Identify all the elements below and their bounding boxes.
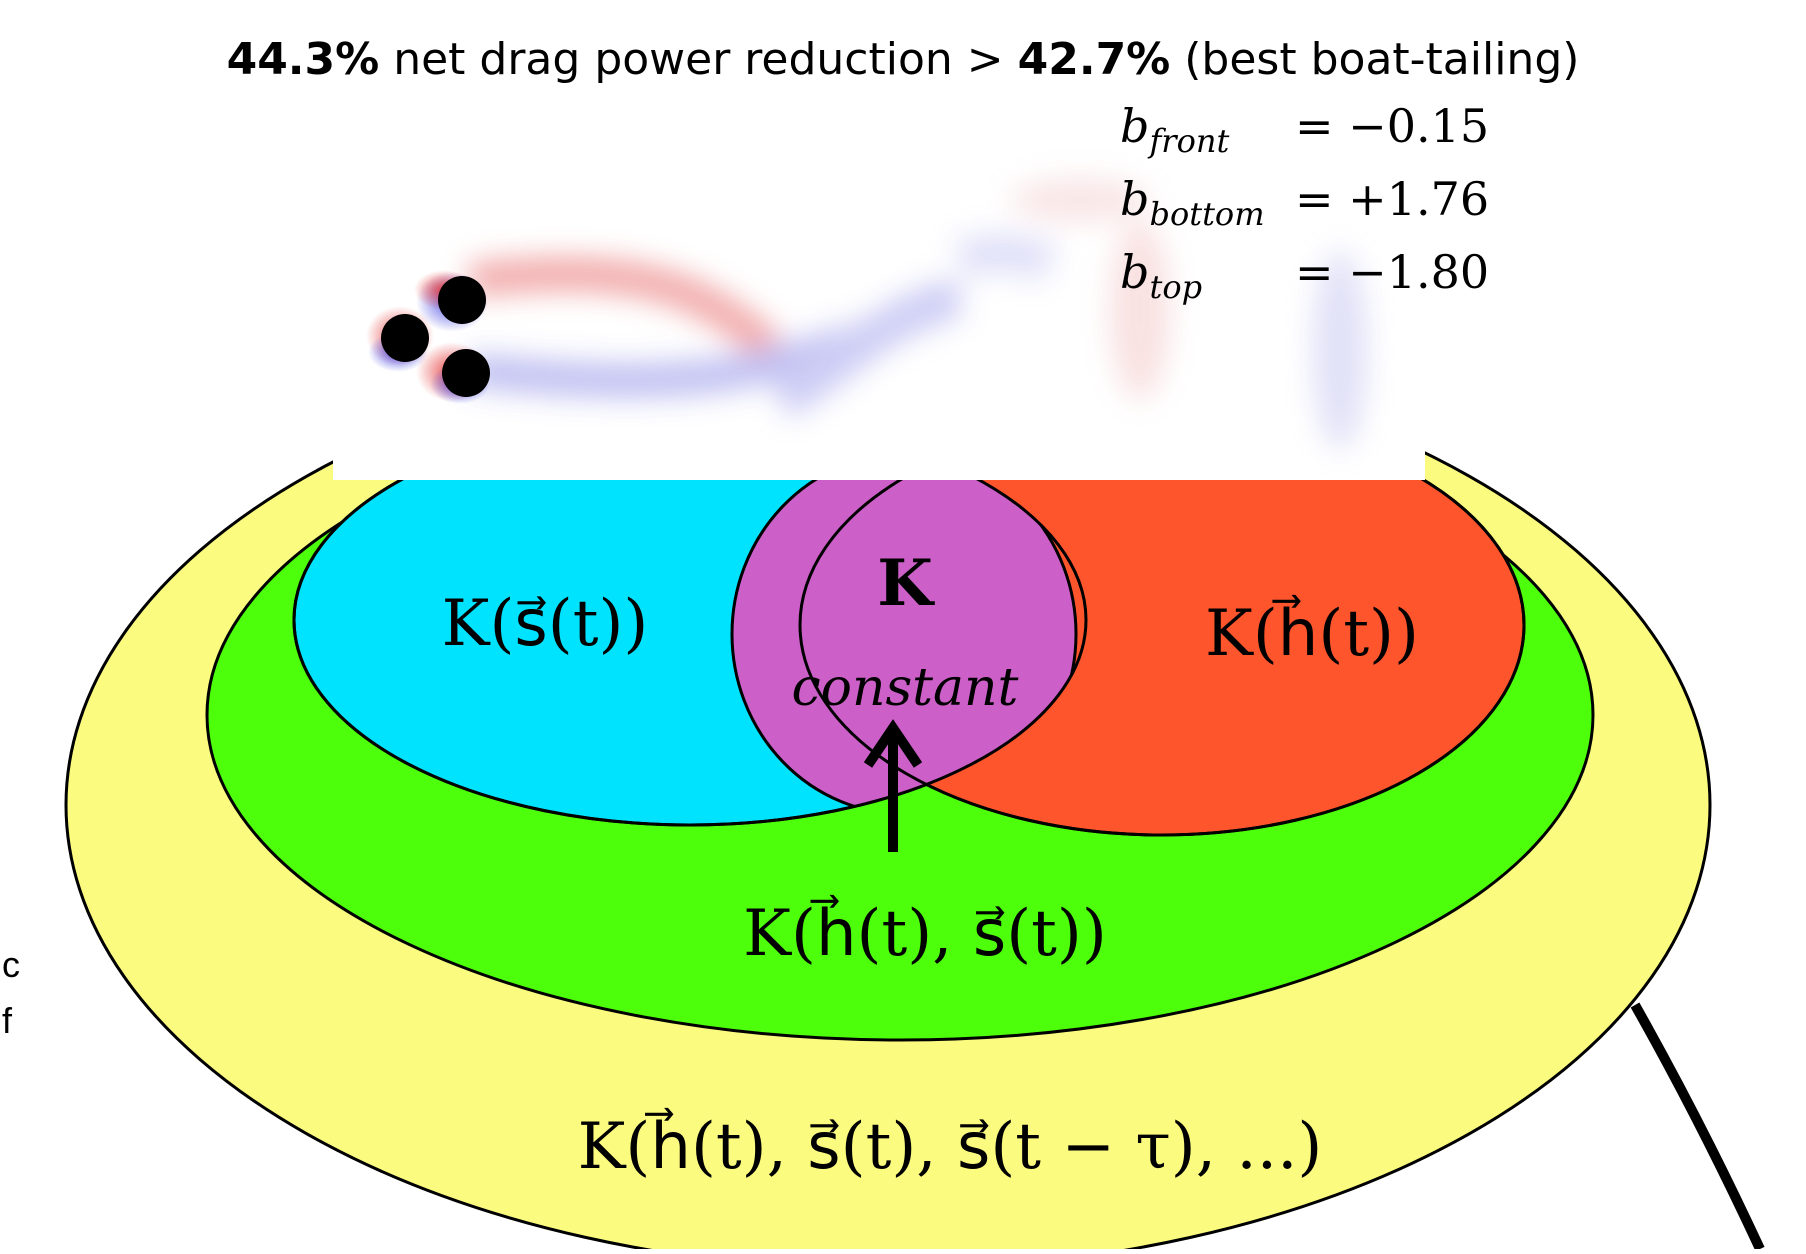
outer-set-label: K(h⃗(t), s⃗(t), s⃗(t − τ), ...) — [578, 1107, 1323, 1184]
parameters: bfront = −0.15 bbottom = +1.76 btop = −1… — [1120, 99, 1489, 306]
figure-title: 44.3% net drag power reduction > 42.7% (… — [0, 34, 1806, 85]
title-value-main: 44.3% — [226, 34, 380, 85]
param-bottom: bbottom — [1120, 172, 1265, 233]
edge-text-f: f — [2, 1000, 13, 1041]
param-front-value: = −0.15 — [1295, 99, 1489, 153]
param-front: bfront — [1120, 99, 1229, 160]
middle-set-label: K(h⃗(t), s⃗(t)) — [743, 894, 1107, 971]
param-top-value: = −1.80 — [1295, 245, 1489, 299]
left-set-label: K(s⃗(t)) — [442, 587, 649, 661]
param-top: btop — [1120, 245, 1202, 306]
title-value-compare: 42.7% — [1017, 34, 1171, 85]
right-set-label: K(h⃗(t)) — [1205, 594, 1419, 671]
up-arrow — [863, 719, 923, 852]
connector-curve — [1630, 1002, 1765, 1252]
cylinder-top — [414, 270, 488, 332]
cylinder-bottom — [416, 342, 490, 404]
center-set-label: K — [877, 546, 935, 621]
center-set-sublabel: constant — [792, 658, 1019, 718]
param-bottom-value: = +1.76 — [1295, 172, 1489, 226]
edge-text-c: c — [2, 944, 20, 985]
flow-snapshot — [333, 108, 1425, 480]
title-text-end: (best boat-tailing) — [1170, 34, 1580, 85]
title-text-mid: net drag power reduction > — [379, 34, 1018, 85]
cylinder-front — [366, 306, 434, 372]
center-set — [732, 454, 1076, 814]
